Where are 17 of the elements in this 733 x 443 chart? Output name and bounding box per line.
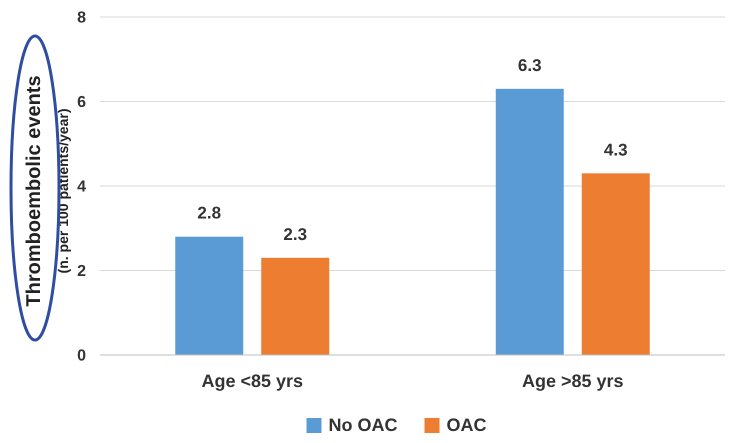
legend-label: OAC (446, 415, 486, 435)
y-tick-label: 4 (77, 178, 86, 196)
bar (261, 258, 330, 355)
y-tick-label: 0 (77, 348, 86, 365)
data-label: 4.3 (604, 140, 628, 160)
y-tick-label: 8 (77, 10, 86, 27)
data-label: 2.8 (197, 204, 222, 223)
data-label: 6.3 (518, 56, 542, 75)
x-tick-label: Age <85 yrs (201, 371, 304, 391)
y-tick-label: 2 (77, 263, 86, 280)
bar (175, 236, 244, 355)
data-label: 2.3 (283, 224, 308, 244)
bar (496, 88, 564, 355)
bar (582, 173, 650, 355)
y-tick-label: 6 (77, 94, 86, 112)
legend-label: No OAC (328, 415, 398, 435)
x-tick-label: Age >85 yrs (522, 371, 624, 391)
